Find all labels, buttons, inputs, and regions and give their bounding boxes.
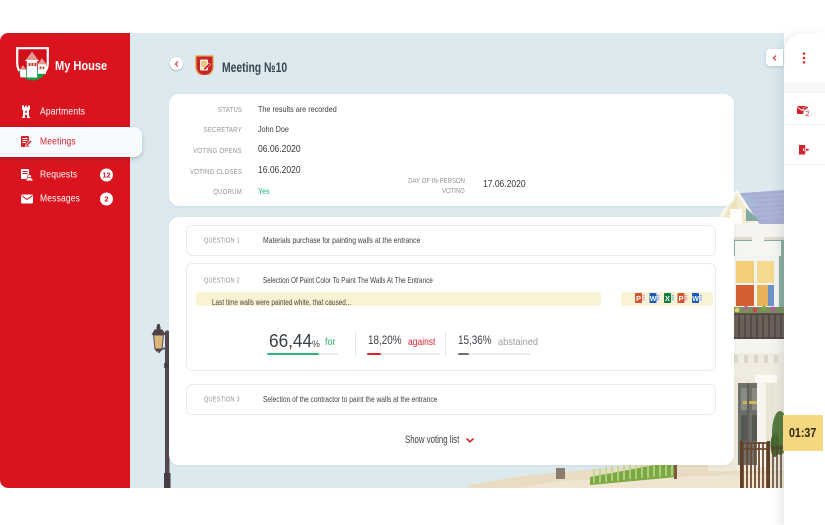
- svg-text:P: P: [636, 294, 641, 303]
- svg-text:W: W: [692, 296, 699, 303]
- svg-text:X: X: [665, 294, 670, 303]
- svg-text:W: W: [650, 296, 657, 303]
- svg-text:P: P: [678, 294, 683, 303]
- svg-text:2: 2: [805, 109, 809, 118]
